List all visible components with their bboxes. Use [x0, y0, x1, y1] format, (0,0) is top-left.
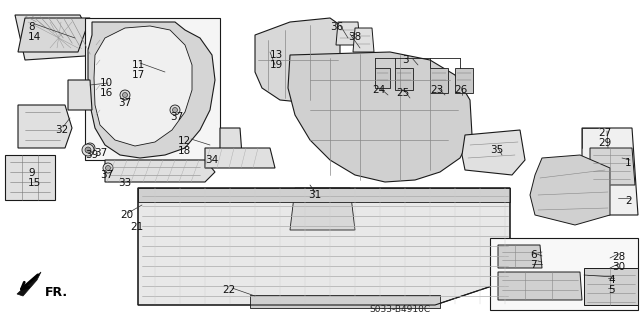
Text: 31: 31 — [308, 190, 321, 200]
Circle shape — [170, 105, 180, 115]
Circle shape — [173, 108, 177, 113]
Circle shape — [85, 147, 91, 153]
Polygon shape — [255, 18, 340, 102]
Text: 16: 16 — [100, 88, 113, 98]
Text: 21: 21 — [130, 222, 143, 232]
Polygon shape — [455, 68, 473, 93]
Circle shape — [122, 93, 127, 98]
Text: 39: 39 — [85, 150, 99, 160]
Circle shape — [82, 144, 94, 156]
Text: 10: 10 — [100, 78, 113, 88]
Polygon shape — [395, 68, 413, 90]
Text: 14: 14 — [28, 32, 41, 42]
Text: 19: 19 — [270, 60, 284, 70]
Polygon shape — [105, 160, 215, 182]
Polygon shape — [290, 188, 355, 230]
Text: 36: 36 — [330, 22, 343, 32]
Text: 3: 3 — [402, 55, 408, 65]
Circle shape — [106, 166, 111, 170]
Text: 11: 11 — [132, 60, 145, 70]
Polygon shape — [288, 52, 472, 182]
Text: 4: 4 — [608, 275, 614, 285]
Circle shape — [103, 163, 113, 173]
Text: 8: 8 — [28, 22, 35, 32]
Text: 37: 37 — [118, 98, 131, 108]
Polygon shape — [138, 188, 510, 202]
Text: 13: 13 — [270, 50, 284, 60]
Polygon shape — [250, 295, 440, 308]
Text: 24: 24 — [372, 85, 385, 95]
Text: 35: 35 — [490, 145, 503, 155]
Text: 23: 23 — [430, 85, 444, 95]
Text: 37: 37 — [100, 170, 113, 180]
Polygon shape — [220, 128, 242, 155]
Text: 33: 33 — [118, 178, 131, 188]
Polygon shape — [490, 238, 638, 310]
Polygon shape — [462, 130, 525, 175]
Text: 32: 32 — [55, 125, 68, 135]
Text: 29: 29 — [598, 138, 611, 148]
Text: 38: 38 — [348, 32, 361, 42]
Text: 6: 6 — [530, 250, 536, 260]
Polygon shape — [590, 148, 635, 185]
Text: 20: 20 — [120, 210, 133, 220]
Text: FR.: FR. — [45, 286, 68, 299]
Text: 1: 1 — [625, 158, 632, 168]
Polygon shape — [15, 15, 100, 60]
Polygon shape — [94, 26, 192, 146]
Text: 18: 18 — [178, 146, 191, 156]
Polygon shape — [205, 148, 275, 168]
Polygon shape — [498, 272, 582, 300]
Polygon shape — [375, 68, 390, 88]
Polygon shape — [336, 22, 360, 45]
Polygon shape — [353, 28, 374, 52]
Text: 5: 5 — [608, 285, 614, 295]
Polygon shape — [17, 272, 41, 296]
Polygon shape — [430, 68, 448, 93]
Text: 22: 22 — [222, 285, 236, 295]
Text: 26: 26 — [454, 85, 467, 95]
Polygon shape — [138, 188, 510, 305]
Polygon shape — [5, 155, 55, 200]
Text: 2: 2 — [625, 196, 632, 206]
Text: 15: 15 — [28, 178, 41, 188]
Text: 34: 34 — [205, 155, 218, 165]
Polygon shape — [18, 105, 72, 148]
Circle shape — [120, 90, 130, 100]
Text: 17: 17 — [132, 70, 145, 80]
Text: 37: 37 — [94, 148, 108, 158]
Text: 25: 25 — [396, 88, 409, 98]
Polygon shape — [582, 128, 638, 215]
Text: 27: 27 — [598, 128, 611, 138]
Polygon shape — [68, 80, 92, 110]
Polygon shape — [85, 18, 220, 160]
Polygon shape — [18, 18, 90, 52]
Text: 7: 7 — [530, 260, 536, 270]
Polygon shape — [584, 268, 638, 305]
Polygon shape — [498, 245, 542, 268]
Polygon shape — [530, 155, 610, 225]
Polygon shape — [88, 22, 215, 158]
Text: S033-B4910C: S033-B4910C — [369, 305, 431, 314]
Text: 12: 12 — [178, 136, 191, 146]
Text: 9: 9 — [28, 168, 35, 178]
Text: 37: 37 — [170, 112, 183, 122]
Text: 28: 28 — [612, 252, 625, 262]
Circle shape — [85, 143, 95, 153]
Text: 30: 30 — [612, 262, 625, 272]
Circle shape — [88, 145, 93, 151]
